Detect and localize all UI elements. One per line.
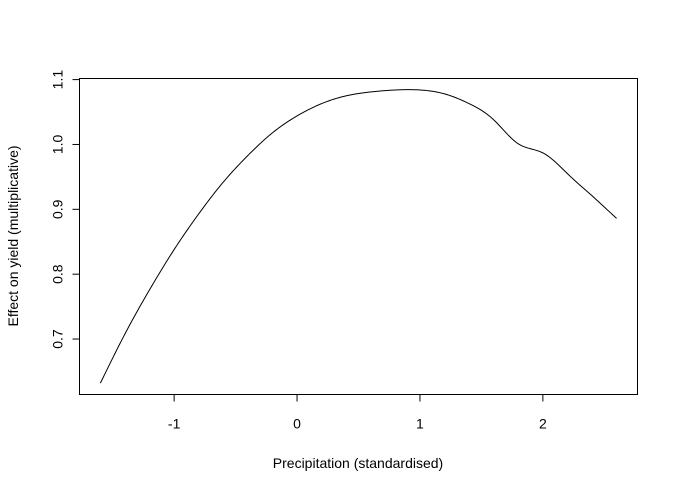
y-tick-label: 1.0 [50, 135, 66, 155]
plot-frame [79, 78, 638, 395]
y-tick-label: 1.1 [50, 70, 66, 90]
y-tick-label: 0.8 [50, 264, 66, 284]
y-tick-label: 0.9 [50, 199, 66, 219]
x-axis-label: Precipitation (standardised) [273, 455, 443, 471]
x-tick-label: 1 [416, 416, 424, 432]
x-tick-label: -1 [168, 416, 181, 432]
y-axis: 0.7 0.8 0.9 1.0 1.1 [50, 70, 80, 349]
y-tick-label: 0.7 [50, 329, 66, 349]
y-axis-label: Effect on yield (multiplicative) [5, 145, 21, 326]
series-line [99, 89, 617, 384]
x-tick-label: 0 [293, 416, 301, 432]
x-axis: -1 0 1 2 [168, 394, 547, 432]
x-tick-label: 2 [539, 416, 547, 432]
